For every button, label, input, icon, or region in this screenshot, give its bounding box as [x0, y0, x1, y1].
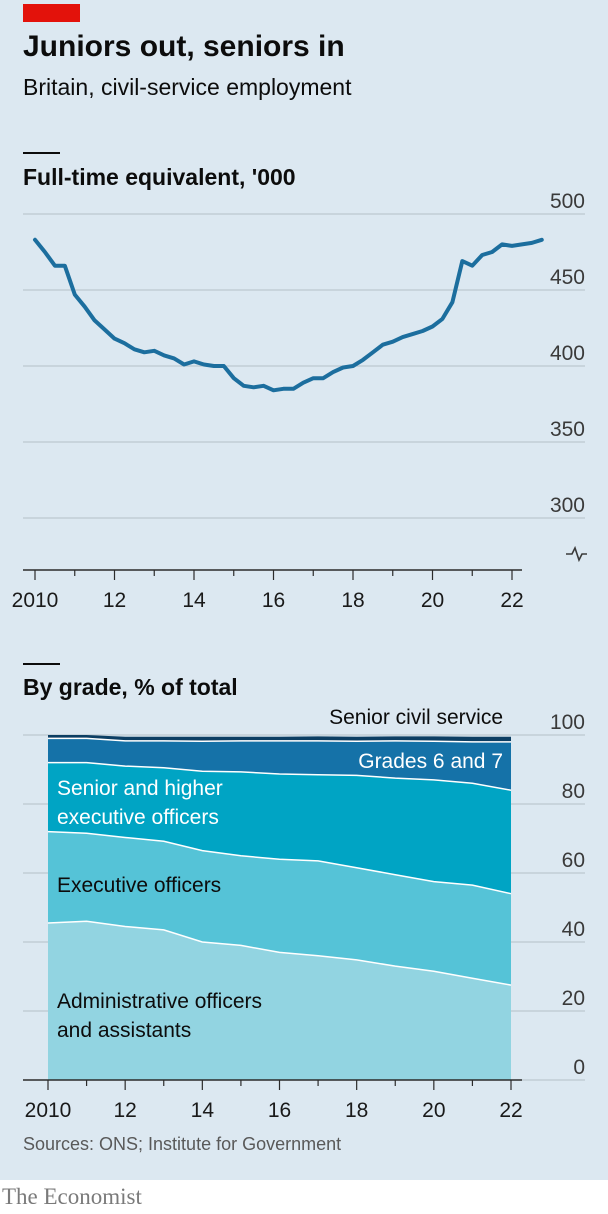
y-tick-label: 450: [550, 266, 585, 289]
y-tick-label: 100: [550, 711, 585, 734]
x-tick-label: 12: [113, 1099, 136, 1122]
series-label: Senior and higher: [57, 777, 223, 800]
y-tick-label: 350: [550, 418, 585, 441]
layer-boundary: [48, 761, 512, 791]
axis-break-icon: [566, 545, 587, 563]
panel-2-title: By grade, % of total: [23, 674, 238, 700]
x-tick-label: 14: [182, 589, 206, 612]
area-grades-6-7: [48, 738, 511, 791]
series-label: Senior civil service: [329, 706, 503, 729]
x-tick-label: 18: [345, 1099, 368, 1122]
layer-boundary: [47, 830, 512, 895]
x-tick-label: 22: [500, 589, 523, 612]
panel-2-rule: [23, 663, 60, 665]
layer-boundary: [47, 920, 512, 986]
panel-1-title: Full-time equivalent, '000: [23, 164, 296, 190]
y-tick-label: 60: [562, 849, 585, 872]
series-label: Administrative officers: [57, 990, 262, 1013]
chart-title: Juniors out, seniors in: [23, 30, 345, 63]
series-label: Grades 6 and 7: [358, 750, 503, 773]
layer-boundary: [48, 737, 511, 743]
area-senior-higher-eo: [48, 762, 511, 894]
series-line: [33, 237, 544, 393]
series-label: Executive officers: [57, 874, 221, 897]
x-tick-label: 16: [262, 589, 285, 612]
y-tick-label: 40: [562, 918, 585, 941]
y-tick-label: 0: [573, 1056, 585, 1079]
panel-1-rule: [23, 152, 60, 154]
y-tick-label: 80: [562, 780, 585, 803]
economist-logo: The Economist: [2, 1184, 142, 1209]
chart-subtitle: Britain, civil-service employment: [23, 74, 352, 100]
x-tick-label: 22: [499, 1099, 522, 1122]
chart-frame: Juniors out, seniors in Britain, civil-s…: [0, 0, 608, 1180]
y-tick-label: 500: [550, 190, 585, 213]
x-tick-label: 12: [103, 589, 126, 612]
line-chart: 500 450 400 350 300 2010 12 14 16 18 20 22: [12, 190, 587, 612]
x-tick-label: 2010: [25, 1099, 72, 1122]
stacked-area-chart: 100 80 60 40 20 0 Senior civil service Grades 6…: [23, 706, 585, 1122]
y-tick-label: 400: [550, 342, 585, 365]
series-label: executive officers: [57, 806, 219, 829]
x-tick-label: 20: [421, 589, 444, 612]
x-tick-label: 14: [191, 1099, 215, 1122]
area-executive-officers: [48, 831, 511, 986]
area-admin-officers: [48, 921, 511, 1080]
y-tick-label: 20: [562, 987, 585, 1010]
x-tick-label: 16: [268, 1099, 291, 1122]
x-tick-label: 18: [341, 589, 364, 612]
series-label: and assistants: [57, 1019, 191, 1042]
x-tick-label: 20: [422, 1099, 445, 1122]
source-note: Sources: ONS; Institute for Government: [23, 1134, 342, 1154]
y-tick-label: 300: [550, 494, 585, 517]
brand-red-tag: [23, 4, 80, 22]
x-tick-label: 2010: [12, 589, 59, 612]
